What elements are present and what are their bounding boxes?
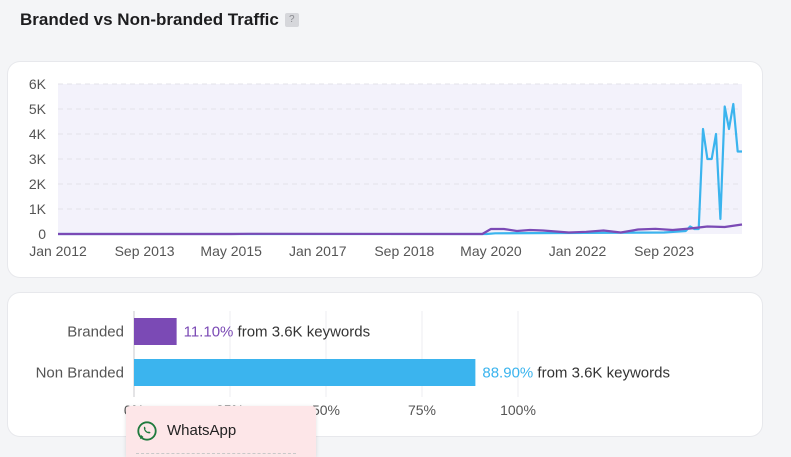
y-tick-label: 0 [38, 226, 46, 242]
x-tick-label: Sep 2023 [634, 243, 694, 259]
x-tick-label: 100% [500, 402, 536, 418]
section-header: Branded vs Non-branded Traffic ? [20, 10, 299, 30]
y-tick-label: 4K [29, 126, 47, 142]
bar-percent: 11.10% [184, 324, 234, 341]
y-tick-label: 6K [29, 76, 47, 92]
series-line-1 [58, 223, 743, 236]
bar-1 [134, 359, 476, 386]
bar-value-label: 11.10% from 3.6K keywords [184, 324, 370, 341]
bar-0 [134, 318, 177, 345]
x-tick-label: May 2015 [200, 243, 262, 259]
x-tick-label: Jan 2012 [29, 243, 87, 259]
section-title: Branded vs Non-branded Traffic [20, 10, 279, 29]
y-tick-label: 1K [29, 201, 47, 217]
bar-value-label: 88.90% from 3.6K keywords [482, 365, 670, 382]
x-tick-label: May 2020 [460, 243, 522, 259]
traffic-line-chart-card: 0 1K 2K 3K 4K 5K 6K Jan 2012 Sep 2013 May 2015 Jan… [8, 62, 762, 277]
help-icon[interactable]: ? [284, 13, 299, 27]
traffic-line-chart: 0 1K 2K 3K 4K 5K 6K Jan 2012 Sep 2013 May 2015 Jan… [29, 76, 743, 259]
category-label: Branded [67, 324, 124, 341]
x-tick-label: Sep 2018 [374, 243, 434, 259]
y-tick-label: 2K [29, 176, 47, 192]
x-tick-label: 50% [312, 402, 340, 418]
whatsapp-label: WhatsApp [167, 422, 237, 439]
x-tick-label: Sep 2013 [115, 243, 175, 259]
bar-keywords-note: from 3.6K keywords [533, 365, 670, 382]
bar-percent: 88.90% [482, 365, 533, 382]
x-tick-label: 75% [408, 402, 436, 418]
x-tick-label: Jan 2022 [549, 243, 607, 259]
y-tick-label: 5K [29, 101, 47, 117]
whatsapp-divider [136, 453, 296, 457]
whatsapp-icon [137, 421, 157, 441]
x-tick-label: Jan 2017 [289, 243, 347, 259]
bar-keywords-note: from 3.6K keywords [233, 324, 370, 341]
y-tick-label: 3K [29, 151, 47, 167]
series-line-0 [58, 102, 742, 236]
whatsapp-button[interactable]: WhatsApp [126, 406, 316, 457]
category-label: Non Branded [36, 365, 124, 382]
